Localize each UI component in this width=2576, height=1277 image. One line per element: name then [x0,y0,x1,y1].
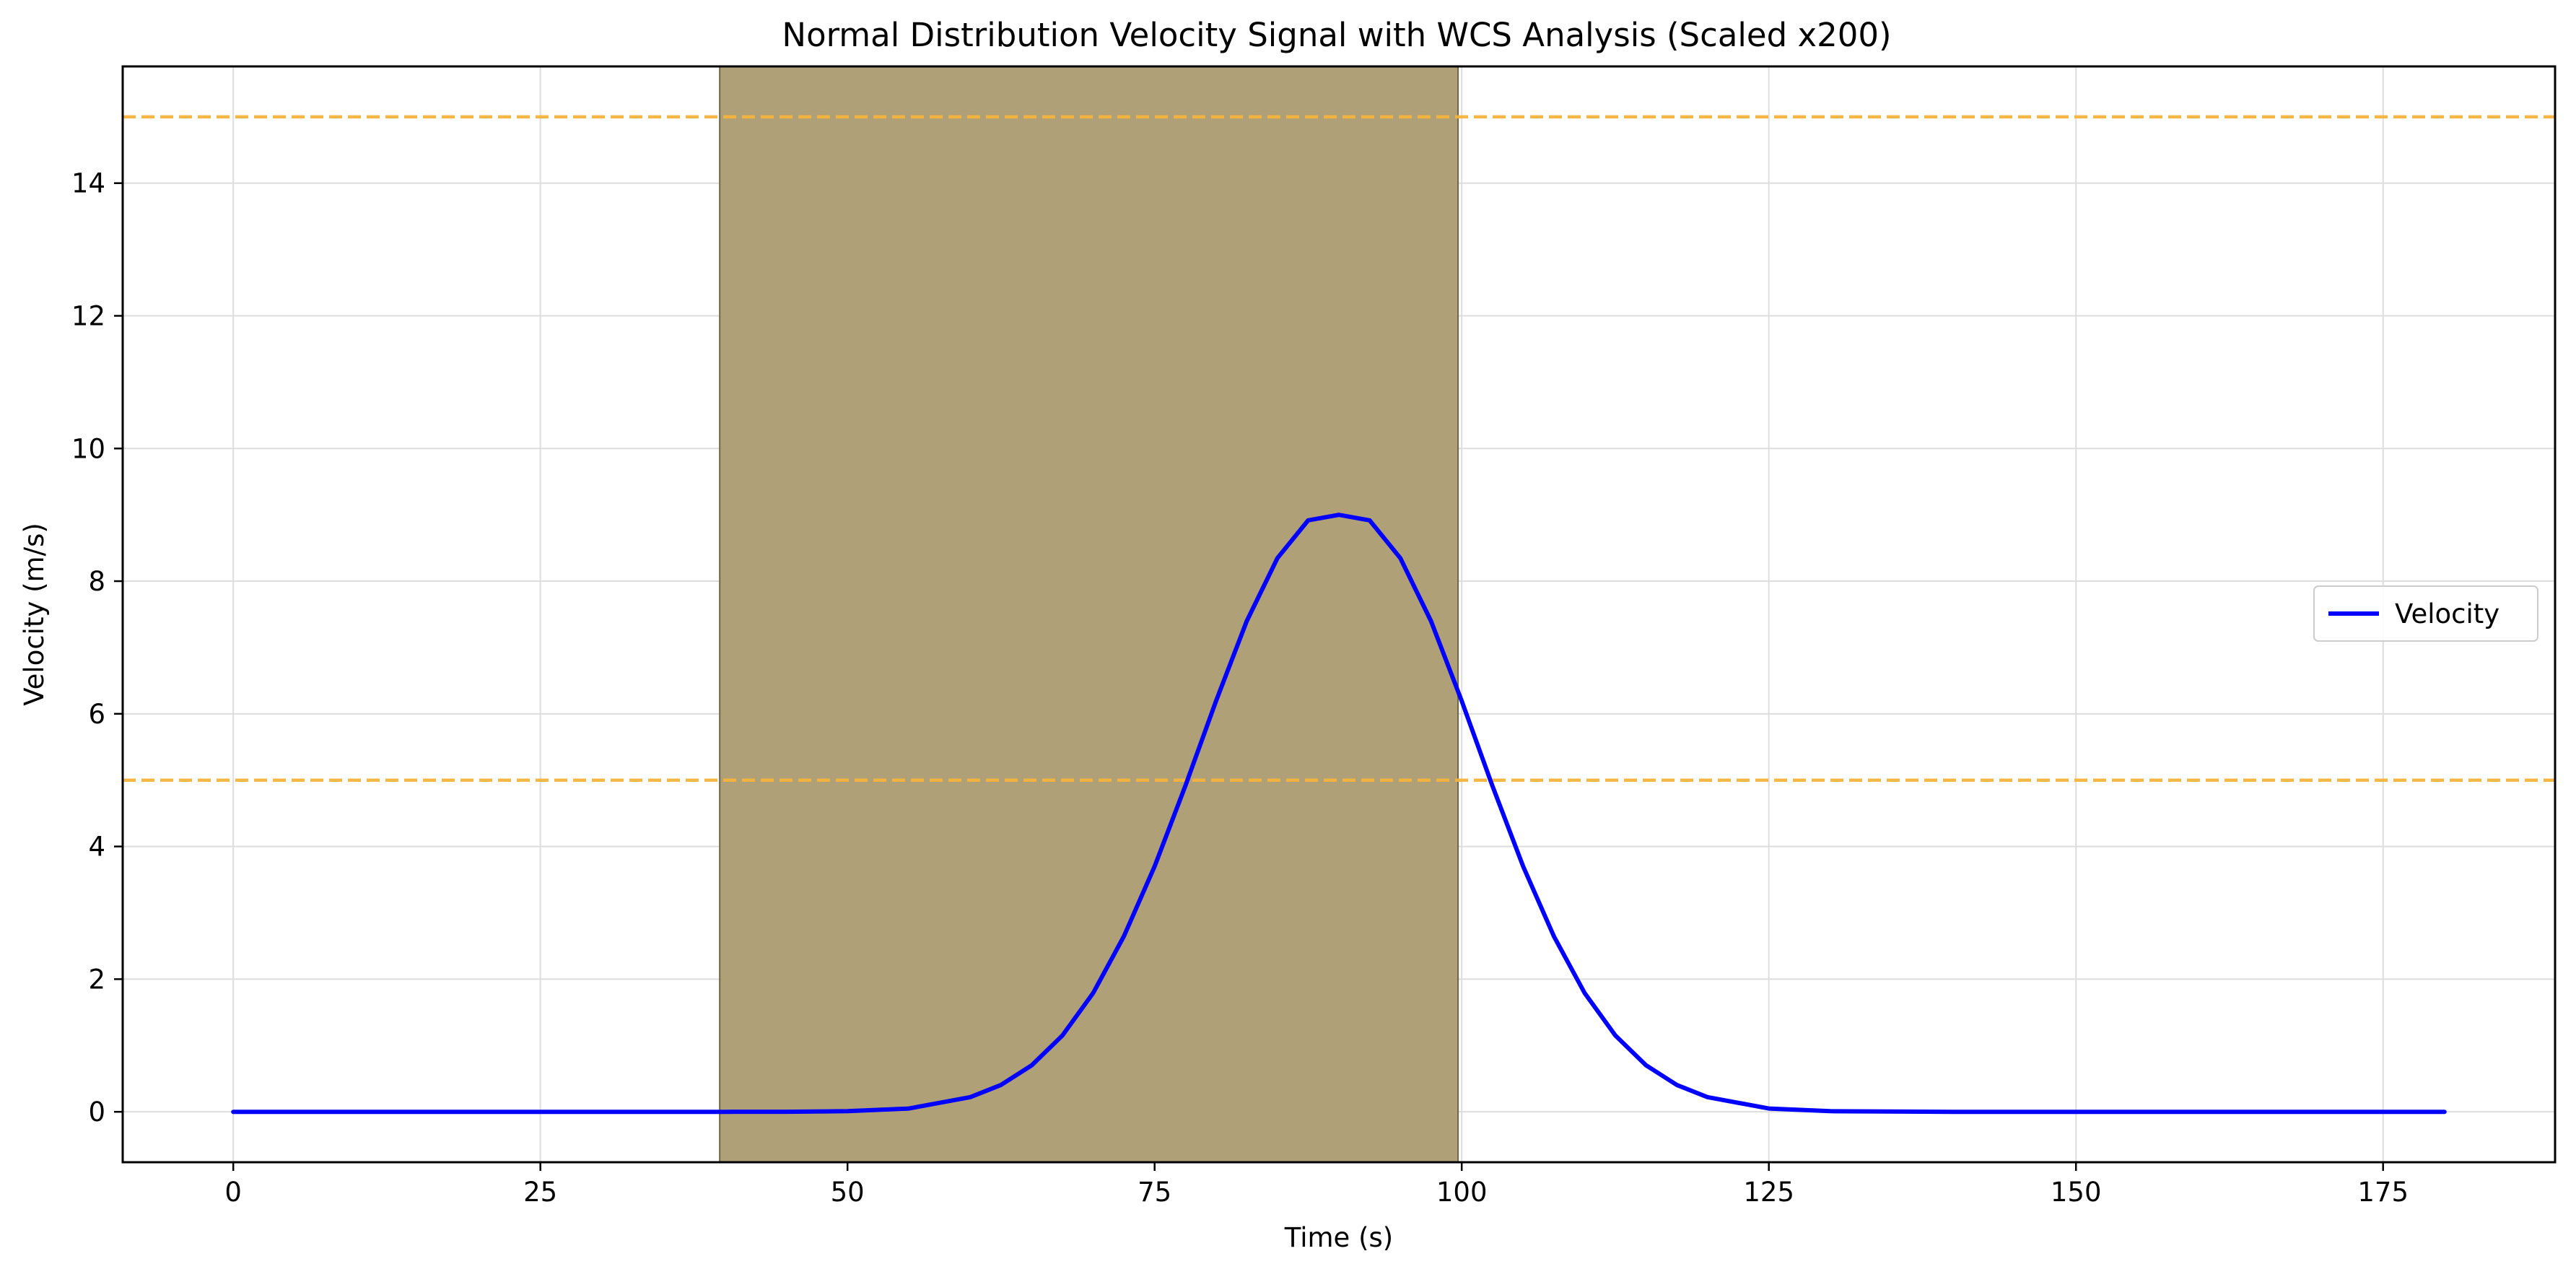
y-axis-label: Velocity (m/s) [19,523,50,706]
x-tick-label: 0 [224,1177,242,1208]
legend-label: Velocity [2395,598,2499,629]
velocity-series-line [231,513,2447,1115]
x-tick-label: 25 [523,1177,557,1208]
y-tick-label: 4 [88,832,105,863]
x-axis-label: Time (s) [1284,1222,1393,1253]
chart-title: Normal Distribution Velocity Signal with… [782,16,1891,54]
y-tick-label: 0 [88,1097,105,1128]
y-tick-label: 12 [71,301,105,332]
y-tick-label: 14 [71,168,105,199]
x-tick-label: 100 [1436,1177,1488,1208]
x-tick-label: 75 [1138,1177,1171,1208]
x-tick-label: 50 [831,1177,865,1208]
x-tick-label: 150 [2051,1177,2102,1208]
y-tick-label: 2 [88,964,105,995]
legend-box [2313,585,2538,642]
y-tick-label: 10 [71,433,105,464]
y-tick-label: 8 [88,566,105,597]
legend: Velocity [2313,585,2538,642]
plot-frame [121,65,2557,1164]
y-tick-label: 6 [88,699,105,730]
axis-ticks: 0 25 50 75 100 125 150 175 0 2 4 6 8 10 12 14 [71,168,2409,1208]
x-tick-label: 125 [1743,1177,1794,1208]
x-tick-label: 175 [2357,1177,2409,1208]
